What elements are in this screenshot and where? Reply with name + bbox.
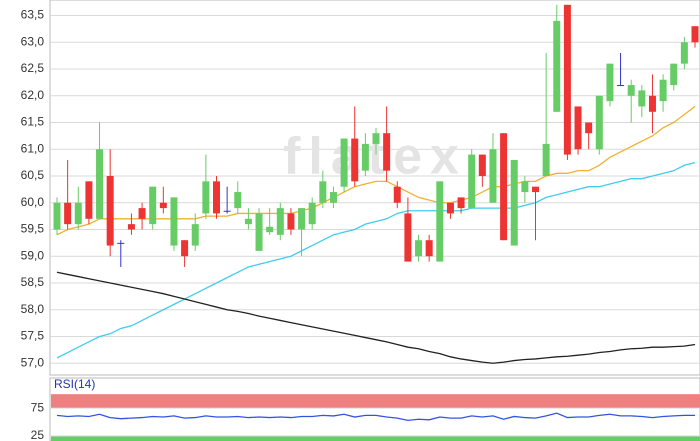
candle-body — [372, 133, 380, 144]
rsi-band — [51, 394, 700, 409]
y-tick-label: 58,0 — [21, 302, 45, 316]
y-tick-label: 63,0 — [21, 34, 45, 48]
candle-body — [213, 181, 220, 214]
candle-body — [191, 224, 199, 246]
candle-body — [542, 143, 550, 176]
candle-body — [510, 159, 518, 246]
candle-body — [648, 95, 656, 112]
candle-body — [149, 186, 157, 225]
candle-body — [319, 181, 327, 203]
y-tick-label: 61,5 — [21, 115, 45, 129]
y-tick-label: 59,0 — [21, 248, 45, 262]
candle-body — [64, 202, 72, 225]
candle-body — [500, 133, 508, 241]
y-tick-label: 60,0 — [21, 195, 45, 209]
candle-body — [117, 242, 125, 244]
candle-body — [574, 106, 582, 150]
rsi-title: RSI(14) — [54, 377, 95, 391]
candle-body — [404, 213, 412, 262]
y-tick-label: 25 — [31, 428, 45, 441]
candle-body — [606, 63, 614, 102]
candle-body — [244, 218, 252, 225]
candle-body — [287, 213, 295, 230]
price-panel — [49, 0, 700, 376]
candle-body — [53, 202, 61, 230]
candle-body — [159, 202, 167, 209]
candle-body — [96, 149, 104, 219]
candle-body — [691, 26, 699, 43]
candle-body — [351, 138, 359, 182]
candle-body — [617, 85, 625, 87]
candle-body — [489, 149, 497, 203]
candle-body — [127, 224, 135, 230]
y-tick-label: 57,5 — [21, 329, 45, 343]
rsi-panel — [49, 377, 700, 441]
candle-body — [361, 143, 369, 171]
candle-body — [181, 240, 189, 257]
y-tick-label: 57,0 — [21, 355, 45, 369]
candle-body — [202, 181, 210, 214]
candle-body — [255, 213, 263, 251]
line-series — [56, 161, 696, 359]
candle-body — [266, 226, 274, 233]
candle-body — [638, 90, 646, 107]
candle-body — [553, 20, 561, 112]
y-tick-label: 58,5 — [21, 275, 45, 289]
candle-body — [468, 154, 476, 209]
y-tick-label: 63,5 — [21, 8, 45, 22]
candle-body — [425, 240, 433, 257]
candle-body — [585, 122, 593, 134]
y-tick-label: 60,5 — [21, 168, 45, 182]
candle-body — [680, 42, 688, 64]
candle-body — [595, 95, 603, 150]
rsi-band — [51, 435, 700, 441]
candle-body — [478, 154, 486, 176]
candle-body — [521, 181, 529, 193]
y-tick-label: 62,0 — [21, 88, 45, 102]
candle-body — [329, 192, 337, 203]
candle-body — [393, 186, 401, 203]
candle-body — [627, 85, 635, 96]
candle-body — [276, 208, 284, 235]
candle-body — [383, 133, 391, 171]
y-tick-label: 75 — [31, 400, 45, 414]
line-series — [56, 105, 696, 236]
candle-body — [138, 208, 146, 219]
candle-body — [340, 138, 348, 187]
y-tick-label: 59,5 — [21, 222, 45, 236]
candle-body — [85, 181, 93, 219]
line-series — [56, 412, 695, 422]
candle-body — [436, 181, 444, 262]
candle-body — [415, 240, 423, 257]
line-series — [56, 271, 696, 364]
candle-body — [457, 197, 465, 209]
candle-body — [298, 208, 306, 230]
candle-body — [106, 175, 114, 246]
candle-body — [223, 210, 231, 212]
candle-body — [234, 192, 242, 209]
candle-body — [670, 63, 678, 86]
candle-body — [74, 202, 82, 225]
candle-body — [563, 4, 571, 155]
watermark: flatex — [283, 128, 467, 186]
candle-body — [170, 197, 178, 246]
y-tick-label: 62,5 — [21, 61, 45, 75]
y-tick-label: 61,0 — [21, 141, 45, 155]
candle-body — [659, 79, 667, 102]
candle-body — [532, 186, 539, 193]
candle-body — [446, 202, 454, 214]
candle-body — [308, 202, 316, 225]
